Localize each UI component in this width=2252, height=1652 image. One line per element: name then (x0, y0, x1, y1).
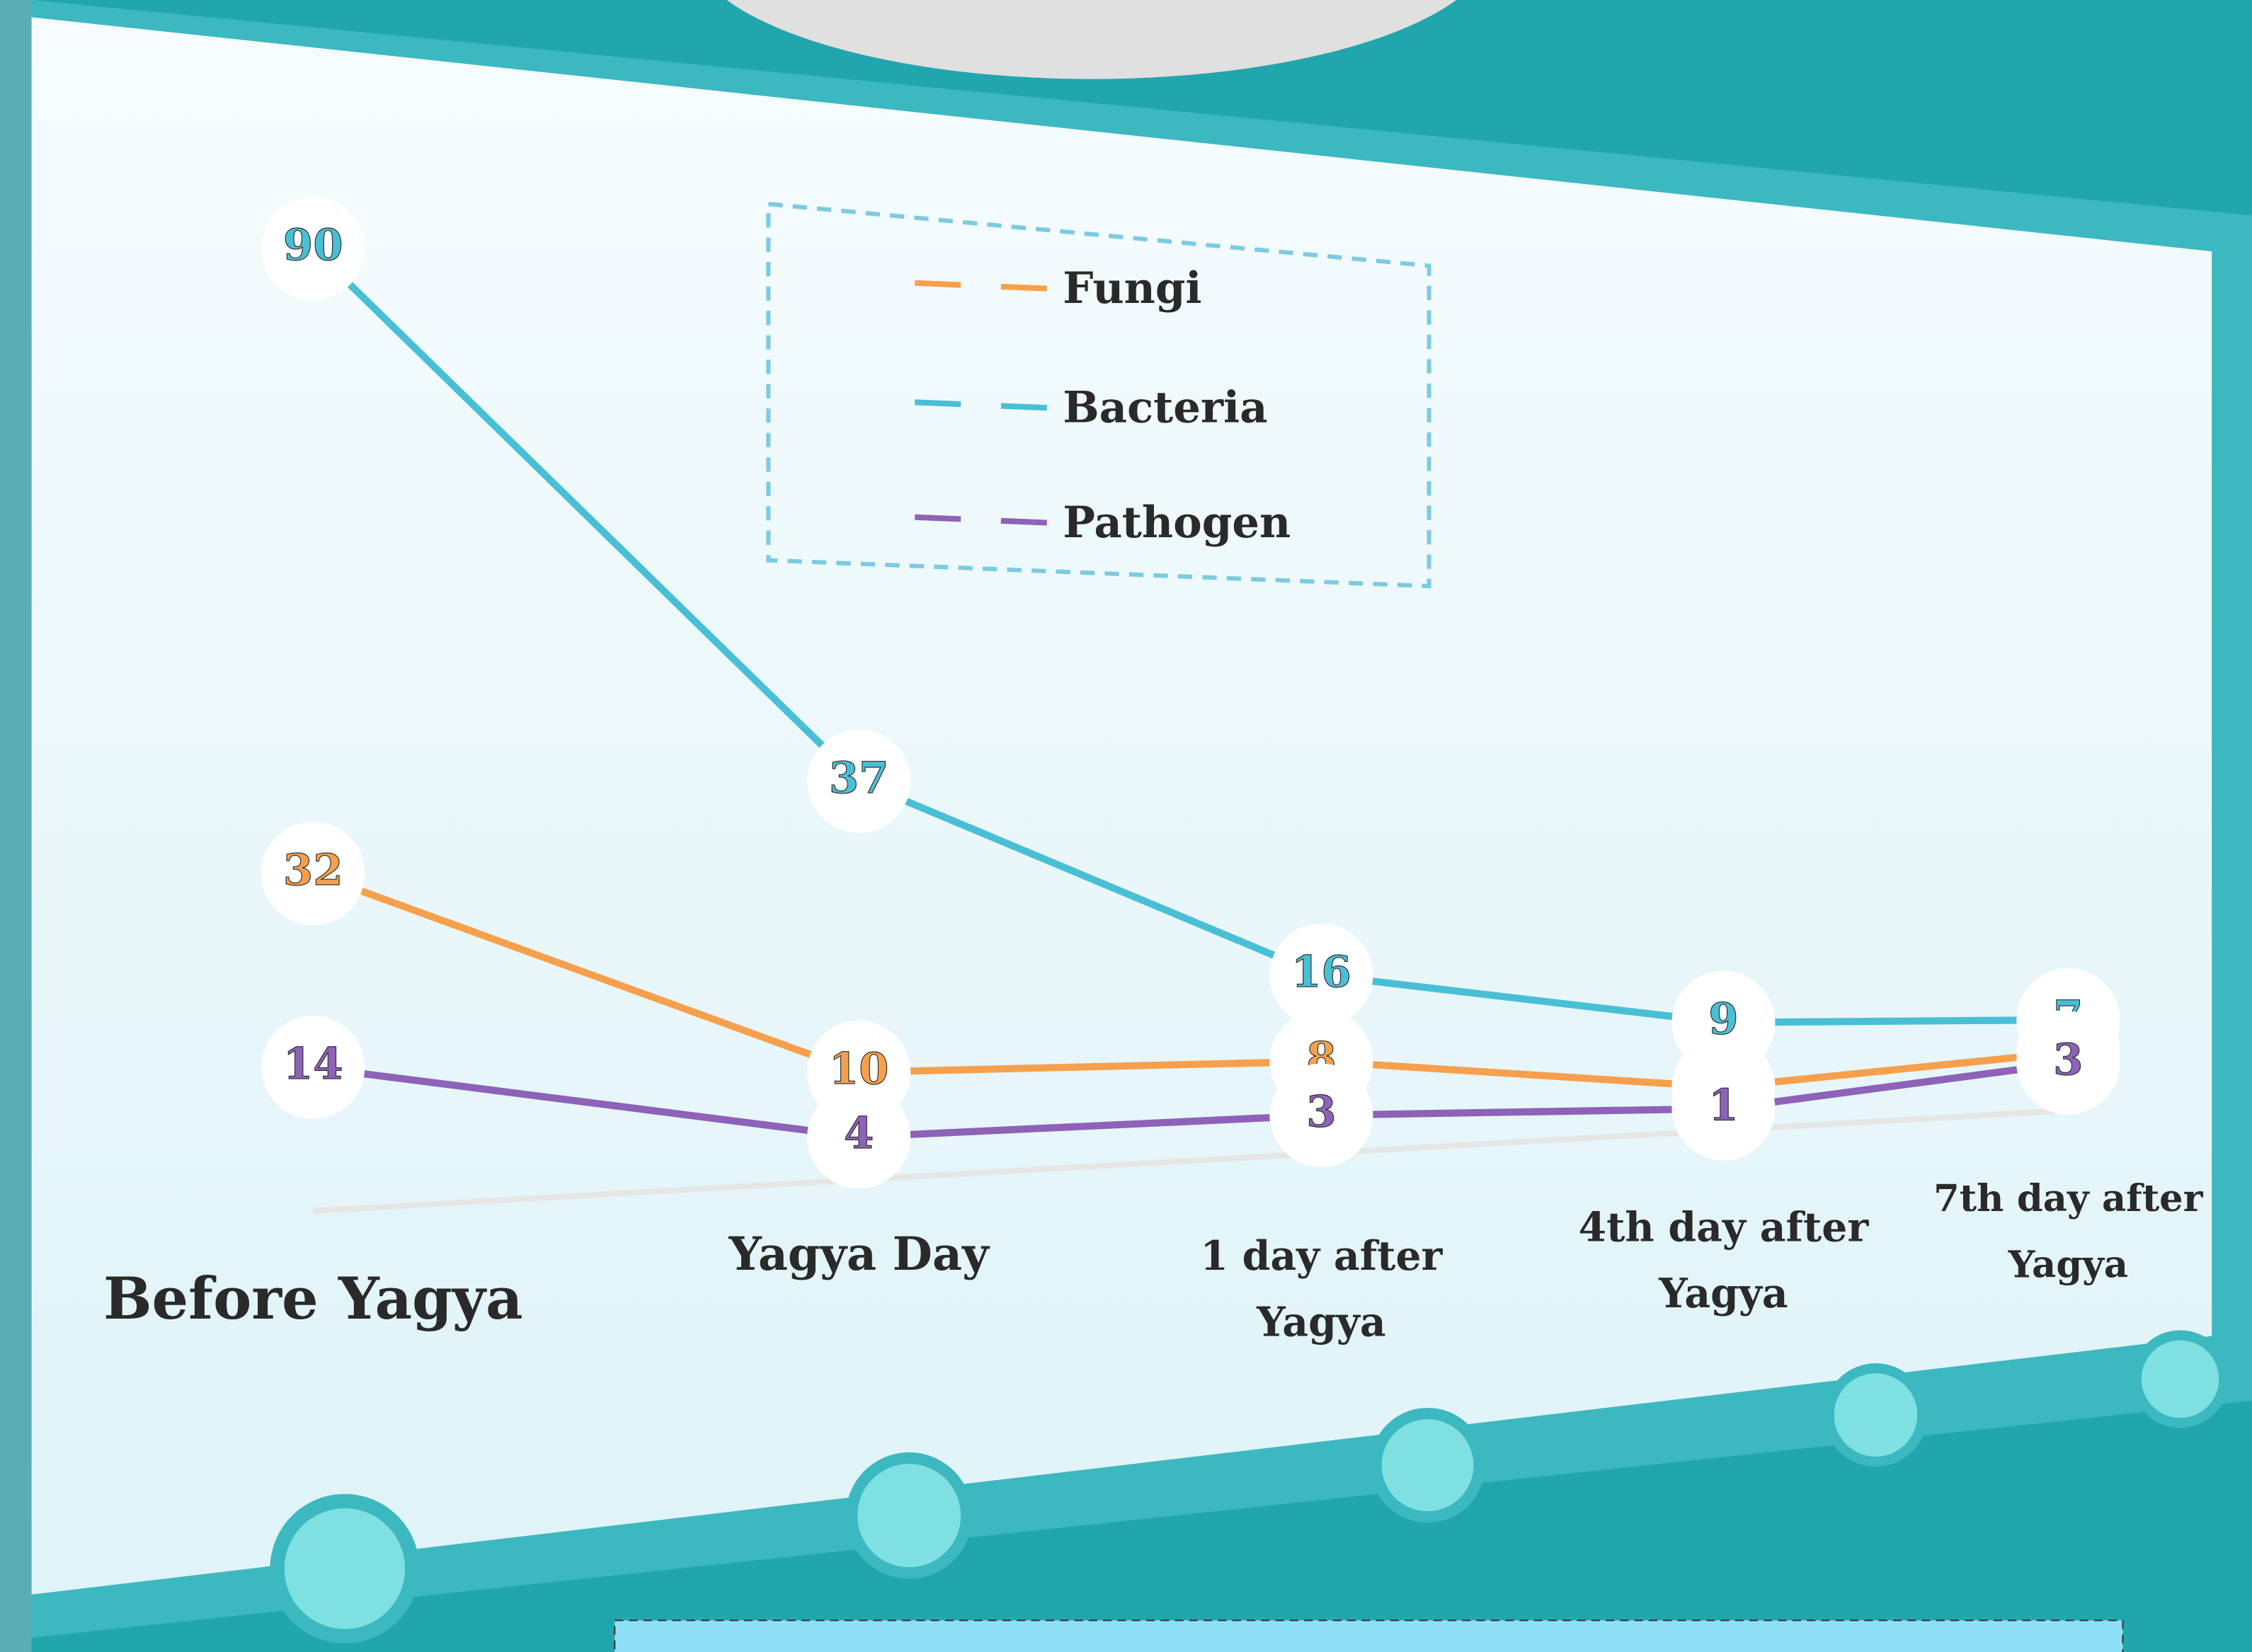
x-tick-label-box: 7th day after Yagya (1810, 1166, 2252, 1324)
data-label: 3 (1306, 1087, 1336, 1137)
x-tick-label: 1 day after Yagya (1170, 1224, 1472, 1356)
dot (285, 1508, 405, 1629)
x-tick-label-box: Yagya Day (600, 1221, 1117, 1379)
data-label: 9 (1708, 994, 1738, 1045)
page: {"chart_data": {"type": "line", "categor… (0, 0, 2252, 1652)
dot (1382, 1419, 1474, 1511)
x-tick-label: 7th day after Yagya (1917, 1166, 2219, 1299)
x-tick-label: Yagya Day (708, 1221, 1010, 1287)
data-label: 3 (2053, 1035, 2083, 1085)
dot (1834, 1373, 1918, 1457)
legend-label: Bacteria (1063, 382, 1267, 432)
bottom-box (615, 1620, 2122, 1652)
data-label: 1 (1708, 1080, 1738, 1130)
dot (2142, 1341, 2219, 1418)
left-edge (0, 0, 32, 1652)
data-label: 14 (283, 1039, 343, 1089)
x-tick-label-box: Before Yagya (55, 1267, 571, 1425)
legend-label: Pathogen (1063, 498, 1291, 548)
data-label: 90 (283, 220, 343, 270)
data-label: 37 (829, 753, 889, 803)
data-label: 16 (1291, 947, 1351, 997)
data-label: 32 (283, 845, 343, 895)
data-label: 4 (844, 1108, 874, 1159)
legend-label: Fungi (1063, 263, 1201, 314)
screen: 321083490371697144313 FungiBacteriaPatho… (0, 0, 2252, 1652)
dot (857, 1464, 961, 1567)
x-tick-label: Before Yagya (55, 1267, 571, 1333)
